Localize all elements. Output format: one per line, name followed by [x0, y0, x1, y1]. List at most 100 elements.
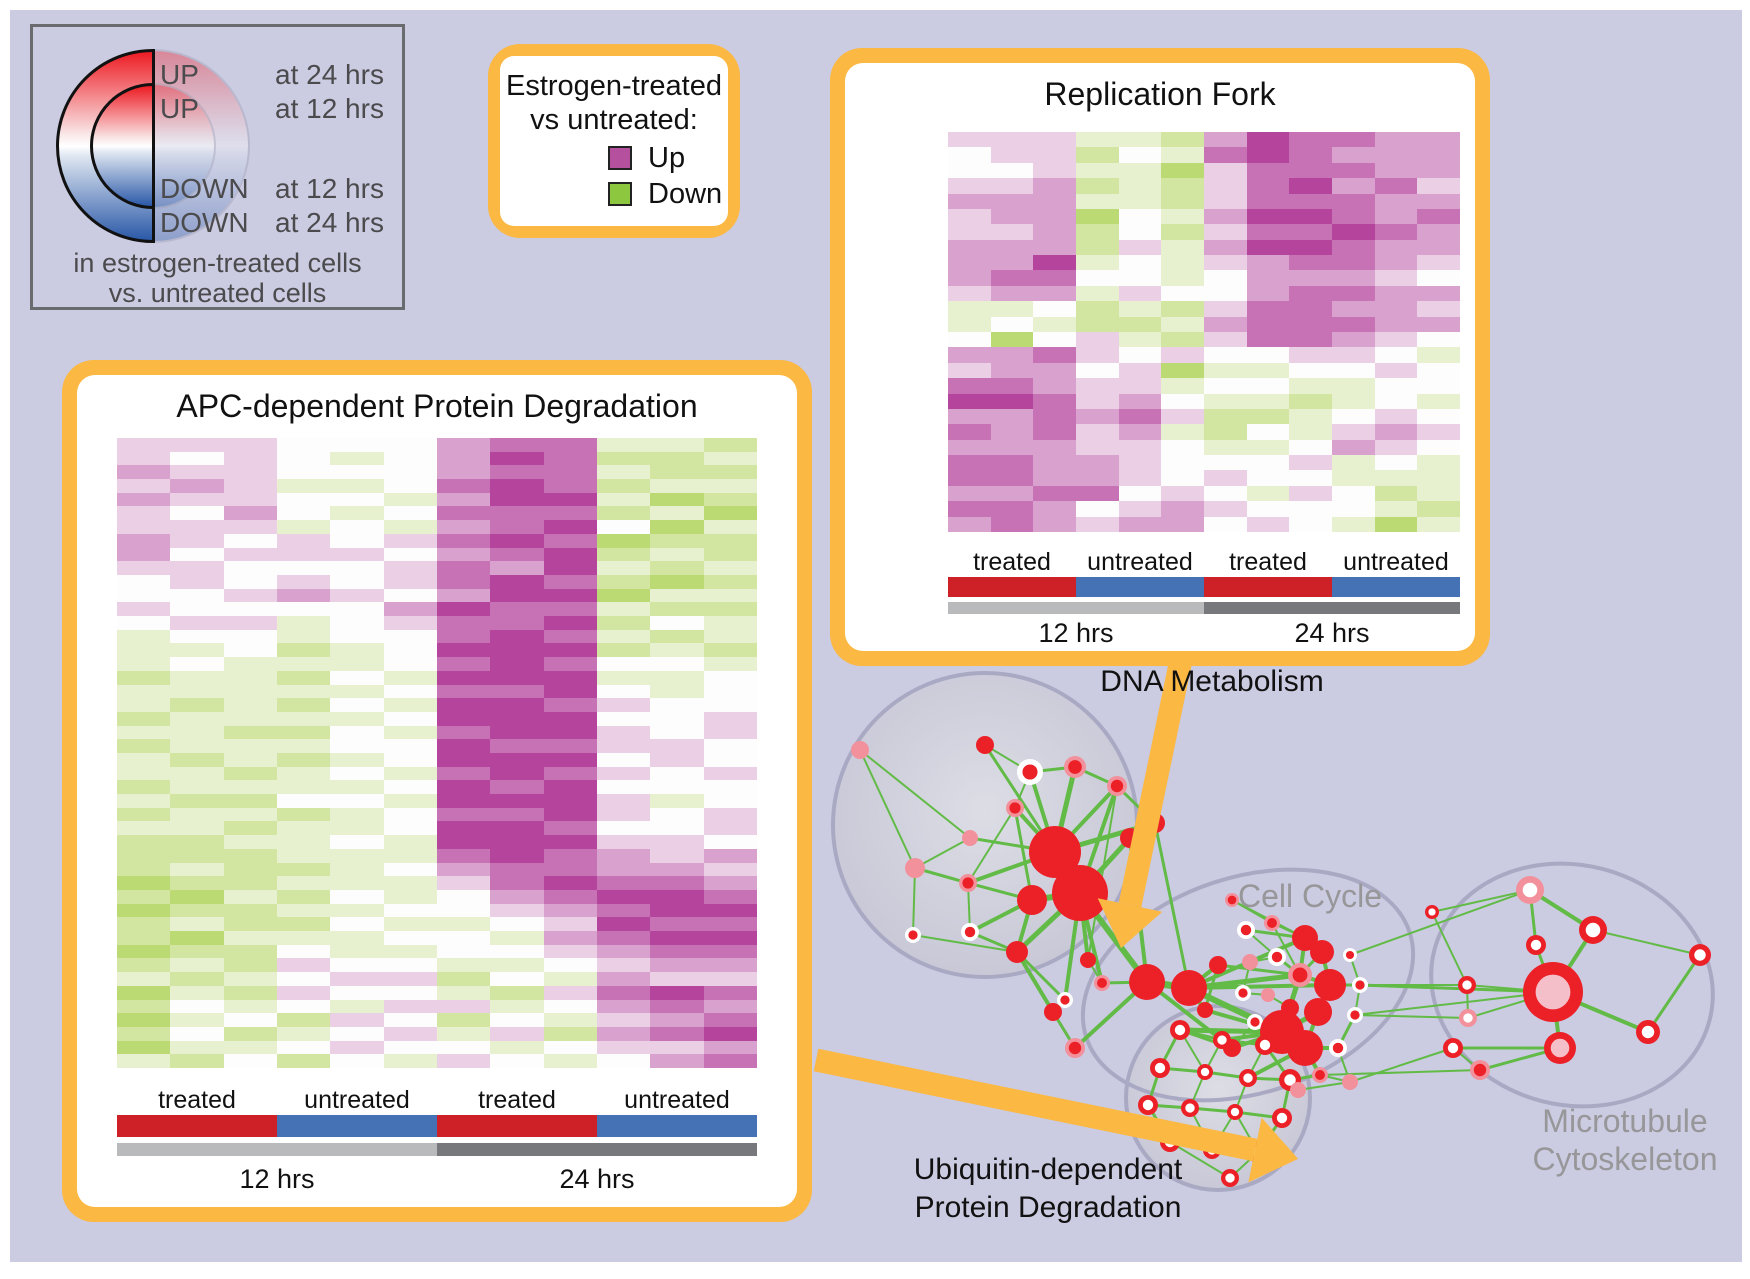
heatmap-cell — [276, 862, 331, 877]
heatmap-cell — [276, 794, 331, 808]
heatmap-cell — [117, 643, 171, 658]
heatmap-cell — [1374, 455, 1418, 471]
heatmap-cell — [117, 657, 171, 671]
heatmap-cell — [596, 451, 651, 466]
heatmap-cell — [1076, 455, 1119, 471]
heatmap-cell — [948, 485, 991, 502]
network-edge — [1349, 1047, 1454, 1083]
network-edge — [967, 807, 1016, 884]
heatmap-cell — [1289, 393, 1332, 409]
heatmap-cell — [436, 1013, 491, 1027]
heatmap-cell — [650, 574, 704, 589]
heatmap-cell — [1246, 270, 1290, 286]
ring-legend-caption-2: vs. untreated cells — [108, 278, 327, 308]
heatmap-cell — [543, 835, 597, 849]
heatmap-cell — [1246, 316, 1290, 332]
heatmap-cell — [948, 301, 991, 317]
heatmap-cell — [490, 739, 544, 753]
heatmap-cell — [543, 574, 597, 589]
heatmap-cell — [117, 889, 171, 904]
network-edge — [1354, 991, 1554, 1016]
heatmap-cell — [1332, 162, 1375, 179]
heatmap-cell — [330, 588, 384, 603]
network-node-solid — [1314, 969, 1346, 1001]
heatmap-cell — [1076, 193, 1119, 209]
heatmap-cell — [490, 574, 544, 589]
heatmap-cell — [330, 657, 384, 671]
heatmap-cell — [1246, 208, 1290, 225]
heatmap-cell — [436, 438, 491, 452]
heatmap-cell — [383, 917, 437, 932]
heatmap-cell — [223, 958, 277, 973]
heatmap-cell — [1374, 439, 1418, 456]
heatmap-cell — [650, 999, 704, 1014]
network-node-pinkRing — [1110, 779, 1124, 793]
heatmap-cell — [490, 492, 544, 507]
heatmap-cell — [1118, 455, 1162, 471]
heatmap-cell — [596, 698, 651, 712]
heatmap-cell — [170, 698, 224, 712]
heatmap-cell — [223, 451, 277, 466]
time-label: 24 hrs — [1294, 618, 1370, 648]
condition-group-label: treated — [158, 1086, 236, 1114]
heatmap-cell — [1161, 270, 1204, 286]
heatmap-cell — [383, 520, 437, 534]
heatmap-cell — [276, 670, 331, 685]
heatmap-cell — [117, 807, 171, 822]
heatmap-cell — [117, 574, 171, 589]
heatmap-cell — [596, 999, 651, 1014]
heatmap-cell — [1289, 255, 1332, 271]
heatmap-cell — [223, 780, 277, 795]
heatmap-cell — [1246, 285, 1290, 302]
heatmap-cell — [948, 331, 991, 348]
heatmap-cell — [1246, 362, 1290, 379]
heatmap-cell — [1417, 147, 1460, 163]
heatmap-cell — [1204, 285, 1247, 302]
heatmap-cell — [383, 561, 437, 575]
heatmap-cell — [990, 301, 1034, 317]
heatmap-cell — [703, 1054, 757, 1068]
callout-arrow-shaft — [1118, 647, 1195, 908]
heatmap-cell — [650, 780, 704, 795]
heatmap-cell — [490, 807, 544, 822]
heatmap-cell — [276, 492, 331, 507]
color-legend-title-1: Estrogen-treated — [505, 70, 722, 102]
heatmap-cell — [117, 1040, 171, 1055]
heatmap-cell — [117, 451, 171, 466]
heatmap-cell — [117, 999, 171, 1014]
heatmap-cell — [1374, 270, 1418, 286]
heatmap-cell — [276, 1054, 331, 1068]
heatmap-cell — [170, 602, 224, 617]
heatmap-cell — [703, 465, 757, 480]
network-node-pinkRing — [1009, 802, 1021, 814]
heatmap-cell — [330, 862, 384, 877]
network-node-pink — [1261, 988, 1275, 1002]
heatmap-cell — [1246, 193, 1290, 209]
heatmap-cell — [1204, 224, 1247, 240]
heatmap-cell — [543, 889, 597, 904]
network-node-pink — [962, 830, 978, 846]
heatmap-cell — [990, 516, 1034, 532]
heatmap-cell — [543, 725, 597, 740]
heatmap-cell — [436, 616, 491, 630]
heatmap-cell — [1246, 408, 1290, 425]
heatmap-cell — [1033, 331, 1076, 348]
heatmap-cell — [223, 574, 277, 589]
heatmap-cell — [170, 1026, 224, 1041]
heatmap-cell — [383, 684, 437, 699]
heatmap-cell — [170, 725, 224, 740]
network-node-solid — [1129, 964, 1165, 1000]
heatmap-cell — [1118, 162, 1162, 179]
heatmap-cell — [490, 944, 544, 959]
heatmap-cell — [1289, 347, 1332, 363]
heatmap-cell — [1374, 485, 1418, 502]
heatmap-cell — [703, 492, 757, 507]
heatmap-cell — [1374, 316, 1418, 332]
heatmap-cell — [330, 821, 384, 836]
up-color-swatch — [608, 146, 632, 170]
network-node-donut — [1154, 1062, 1166, 1074]
heatmap-cell — [1118, 301, 1162, 317]
heatmap-cell — [1161, 285, 1204, 302]
network-node-whiteRing — [1022, 764, 1038, 780]
heatmap-cell — [1246, 393, 1290, 409]
